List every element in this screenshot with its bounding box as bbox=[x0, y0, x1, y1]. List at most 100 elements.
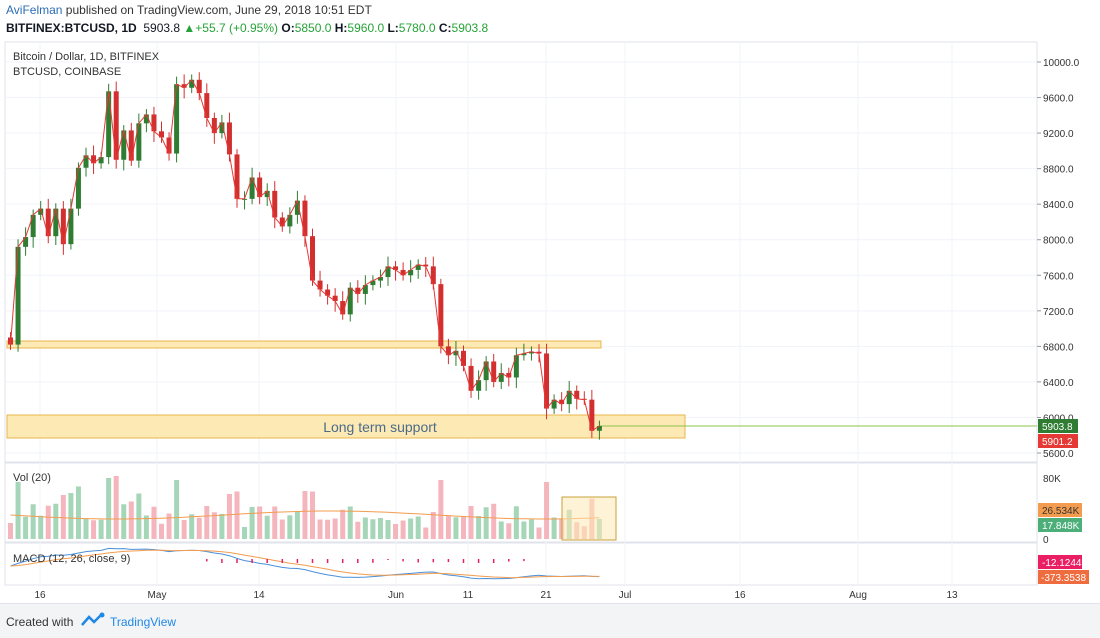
candle-body bbox=[128, 130, 134, 161]
footer: Created with TradingView bbox=[0, 603, 1100, 638]
volume-bar bbox=[166, 513, 172, 539]
x-tick-label: 16 bbox=[734, 590, 746, 601]
volume-bar bbox=[30, 504, 36, 539]
y-tick-label: 6000.0 bbox=[1043, 413, 1074, 424]
volume-bar bbox=[325, 519, 331, 539]
candle-body bbox=[226, 122, 232, 155]
macd-legend[interactable]: MACD (12, 26, close, 9) bbox=[13, 553, 130, 565]
candle-body bbox=[566, 390, 572, 405]
candle-body bbox=[438, 284, 444, 347]
macd-histogram bbox=[206, 559, 525, 563]
author-link[interactable]: AviFelman bbox=[6, 3, 63, 17]
open-label: O: bbox=[281, 21, 295, 35]
candle-body bbox=[513, 355, 519, 378]
y-tick-label: 7600.0 bbox=[1043, 271, 1074, 282]
volume-ma-badge bbox=[1038, 503, 1082, 517]
x-tick-label: 11 bbox=[463, 590, 474, 601]
chart-area[interactable]: 10000.0 9600.0 9200.0 8800.0 8400.0 8000.0 760… bbox=[0, 41, 1100, 603]
volume-bar bbox=[551, 517, 557, 539]
volume-bar bbox=[272, 506, 278, 539]
compare-series-legend[interactable]: BTCUSD, COINBASE bbox=[13, 66, 121, 78]
macd-pane[interactable] bbox=[4, 542, 1038, 586]
chart-header: AviFelman published on TradingView.com, … bbox=[0, 0, 1100, 40]
volume-bar bbox=[242, 527, 248, 539]
volume-bar bbox=[211, 512, 217, 539]
volume-axis[interactable]: 80K 0 bbox=[1043, 474, 1061, 546]
volume-bar bbox=[332, 518, 338, 539]
candlestick-series[interactable] bbox=[8, 72, 602, 440]
candle-body bbox=[166, 137, 172, 154]
candle-body bbox=[476, 380, 482, 391]
volume-highlight-box[interactable] bbox=[561, 496, 617, 541]
change-arrow-icon: ▲ bbox=[183, 21, 196, 35]
candle-body bbox=[189, 79, 195, 88]
volume-bar bbox=[204, 506, 210, 539]
tradingview-brand-link[interactable]: TradingView bbox=[110, 615, 177, 629]
volume-bar bbox=[355, 521, 361, 539]
volume-bar bbox=[483, 507, 489, 539]
candle-body bbox=[415, 264, 421, 270]
candle-body bbox=[521, 353, 527, 356]
volume-bar bbox=[151, 506, 157, 539]
candle-body bbox=[340, 301, 346, 315]
candle-body bbox=[242, 198, 248, 200]
support-zone-upper[interactable] bbox=[6, 340, 602, 349]
candle-body bbox=[355, 287, 361, 294]
macd-hist-badge-text: -12.1244 bbox=[1042, 558, 1082, 569]
price-axis[interactable]: 10000.0 9600.0 9200.0 8800.0 8400.0 8000.0 760… bbox=[1037, 58, 1080, 460]
volume-bar bbox=[264, 515, 270, 539]
volume-bar bbox=[468, 506, 474, 539]
volume-bar bbox=[498, 521, 504, 539]
low-value: 5780.0 bbox=[398, 21, 436, 35]
candle-body bbox=[257, 177, 263, 198]
y-tick-label: 6800.0 bbox=[1043, 342, 1074, 353]
price-chart[interactable]: 10000.0 9600.0 9200.0 8800.0 8400.0 8000.0 760… bbox=[0, 41, 1100, 603]
volume-bar bbox=[528, 519, 534, 539]
candle-body bbox=[60, 208, 66, 245]
candle-body bbox=[136, 123, 142, 161]
candle-body bbox=[551, 399, 557, 409]
volume-bar bbox=[196, 517, 202, 539]
volume-bar bbox=[219, 514, 225, 539]
volume-bar bbox=[249, 507, 255, 539]
last-price: 5903.8 bbox=[143, 21, 181, 35]
price-change: +55.7 (+0.95%) bbox=[195, 21, 279, 35]
candle-body bbox=[249, 177, 255, 199]
volume-bar bbox=[317, 519, 323, 539]
main-series-legend[interactable]: Bitcoin / Dollar, 1D, BITFINEX bbox=[13, 51, 160, 63]
volume-bar bbox=[128, 501, 134, 539]
volume-bar bbox=[400, 520, 406, 539]
candle-body bbox=[559, 399, 565, 405]
time-axis[interactable]: 16 May 14 Jun 11 21 Jul 16 Aug 13 bbox=[34, 590, 958, 601]
candle-body bbox=[15, 246, 21, 345]
tradingview-logo-icon[interactable] bbox=[80, 612, 106, 628]
volume-bar bbox=[491, 503, 497, 539]
volume-bar bbox=[189, 514, 195, 539]
macd-line-badge bbox=[1038, 570, 1089, 584]
volume-bar bbox=[385, 520, 391, 539]
volume-bar bbox=[106, 478, 112, 539]
candle-body bbox=[211, 117, 217, 134]
macd-line bbox=[10, 547, 600, 580]
candle-body bbox=[23, 237, 29, 247]
volume-bar bbox=[53, 503, 59, 539]
volume-last-badge-text: 17.848K bbox=[1042, 521, 1080, 532]
main-pane[interactable] bbox=[4, 41, 1038, 463]
y-tick-label: 5600.0 bbox=[1043, 449, 1074, 460]
symbol-label[interactable]: BITFINEX:BTCUSD, 1D bbox=[6, 21, 137, 35]
candle-body bbox=[491, 361, 497, 382]
volume-bar bbox=[181, 520, 187, 539]
volume-bar bbox=[521, 521, 527, 539]
close-label: C: bbox=[438, 21, 452, 35]
volume-bar bbox=[287, 515, 293, 539]
macd-hist-badge bbox=[1038, 555, 1082, 569]
volume-bar bbox=[302, 491, 308, 539]
candle-body bbox=[113, 91, 119, 160]
volume-legend[interactable]: Vol (20) bbox=[13, 472, 51, 484]
candle-body bbox=[370, 280, 376, 286]
x-tick-label: May bbox=[148, 590, 167, 601]
candle-body bbox=[279, 217, 285, 227]
volume-bar bbox=[294, 511, 300, 539]
volume-bar bbox=[226, 494, 232, 539]
candle-body bbox=[408, 269, 414, 276]
